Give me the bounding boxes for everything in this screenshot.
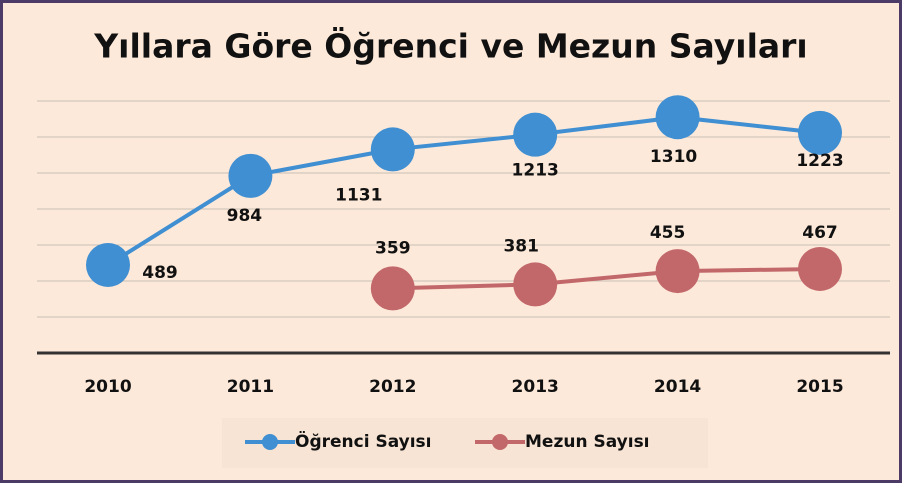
data-label: 984 [227,206,263,226]
point [798,110,842,155]
legend-marker [262,434,278,450]
point [86,242,130,287]
point [228,153,273,198]
point [655,249,700,294]
x-tick-label: 2015 [796,377,843,397]
data-label: 489 [142,263,178,283]
data-label: 1131 [335,185,382,205]
data-label: 381 [503,236,539,256]
x-tick-label: 2010 [84,377,131,397]
point [798,246,842,291]
x-tick-label: 2012 [369,377,416,397]
series-line [106,115,821,267]
point [370,127,415,172]
data-label: 1223 [796,151,843,171]
data-label: 467 [802,223,838,243]
point [513,262,558,307]
chart-title: Yıllara Göre Öğrenci ve Mezun Sayıları [93,26,808,66]
legend-label: Öğrenci Sayısı [295,430,432,452]
point [513,112,558,157]
point [655,95,700,140]
legend-marker [492,434,508,450]
legend-box [222,418,708,468]
data-label: 1310 [650,147,697,167]
data-label: 359 [375,238,411,258]
data-label: 455 [650,223,686,243]
x-tick-label: 2013 [512,377,559,397]
x-tick-label: 2014 [654,377,701,397]
series-line [392,266,821,291]
legend-label: Mezun Sayısı [525,432,650,452]
x-tick-label: 2011 [227,377,274,397]
point [370,266,415,311]
data-label: 1213 [512,161,559,181]
